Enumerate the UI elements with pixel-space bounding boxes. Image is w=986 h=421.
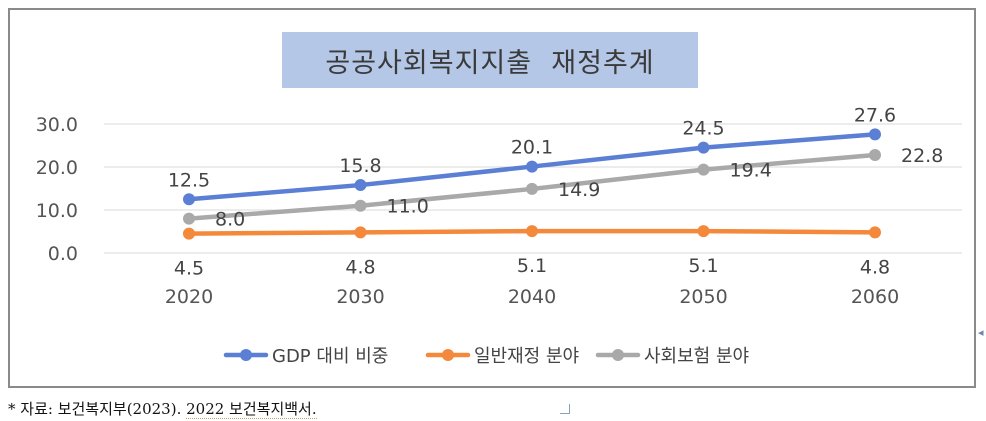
source-caption: * 자료: 보건복지부(2023). 2022 보건복지백서.	[8, 398, 317, 419]
chart-title-box: 공공사회복지지출 재정추계	[282, 32, 698, 88]
data-label: 8.0	[215, 209, 245, 231]
data-point	[354, 199, 367, 212]
caption-source: 2022 보건복지백서.	[186, 400, 317, 419]
paragraph-mark-icon	[560, 404, 570, 414]
chart-title: 공공사회복지지출 재정추계	[325, 47, 655, 79]
data-point	[526, 182, 538, 195]
data-label: 4.8	[860, 256, 890, 278]
data-point	[526, 225, 538, 238]
data-label: 24.5	[682, 118, 724, 140]
data-label: 12.5	[168, 169, 210, 191]
data-point	[183, 212, 195, 225]
data-label: 5.1	[517, 255, 547, 277]
y-axis-ticks: 30.0 20.0 10.0 0.0	[36, 114, 78, 265]
data-point	[869, 128, 881, 141]
data-label: 19.4	[730, 160, 772, 182]
x-tick-label: 2050	[679, 286, 727, 308]
y-tick-label: 10.0	[36, 200, 78, 222]
data-point	[697, 225, 710, 238]
data-label: 22.8	[901, 145, 943, 167]
x-tick-label: 2020	[165, 286, 213, 308]
x-tick-label: 2030	[336, 286, 384, 308]
legend: GDP 대비 비중 일반재정 분야 사회보험 분야	[223, 346, 749, 367]
data-label: 15.8	[339, 155, 381, 177]
y-tick-label: 30.0	[36, 114, 78, 136]
x-tick-label: 2060	[851, 286, 899, 308]
data-point	[697, 163, 710, 176]
data-label: 4.5	[174, 258, 204, 280]
data-point	[354, 226, 367, 239]
legend-marker	[240, 349, 252, 361]
data-point	[183, 227, 195, 240]
series-lines	[183, 128, 881, 240]
legend-label: 사회보험 분야	[644, 346, 749, 367]
x-tick-label: 2040	[508, 286, 556, 308]
data-label: 4.8	[345, 256, 375, 278]
y-tick-label: 0.0	[48, 243, 78, 265]
data-point	[869, 148, 881, 161]
x-axis-ticks: 2020 2030 2040 2050 2060	[165, 286, 899, 308]
data-labels: 12.5 15.8 20.1 24.5 27.6 4.5 4.8 5.1 5.1 4.8 8.0 11…	[168, 104, 943, 279]
data-point	[183, 193, 195, 206]
data-point	[354, 179, 367, 192]
anchor-mark-icon: ◂	[978, 326, 984, 339]
data-point	[869, 226, 881, 239]
data-point	[697, 141, 710, 154]
data-label: 20.1	[511, 137, 553, 159]
data-label: 14.9	[558, 179, 600, 201]
legend-marker	[612, 349, 624, 361]
y-tick-label: 20.0	[36, 157, 78, 179]
data-label: 5.1	[688, 255, 718, 277]
data-point	[526, 160, 538, 173]
legend-label: GDP 대비 비중	[272, 346, 388, 367]
data-label: 11.0	[387, 196, 429, 218]
legend-label: 일반재정 분야	[474, 346, 579, 367]
legend-marker	[442, 349, 454, 361]
data-label: 27.6	[854, 104, 896, 126]
caption-prefix: * 자료: 보건복지부(2023).	[8, 400, 187, 418]
